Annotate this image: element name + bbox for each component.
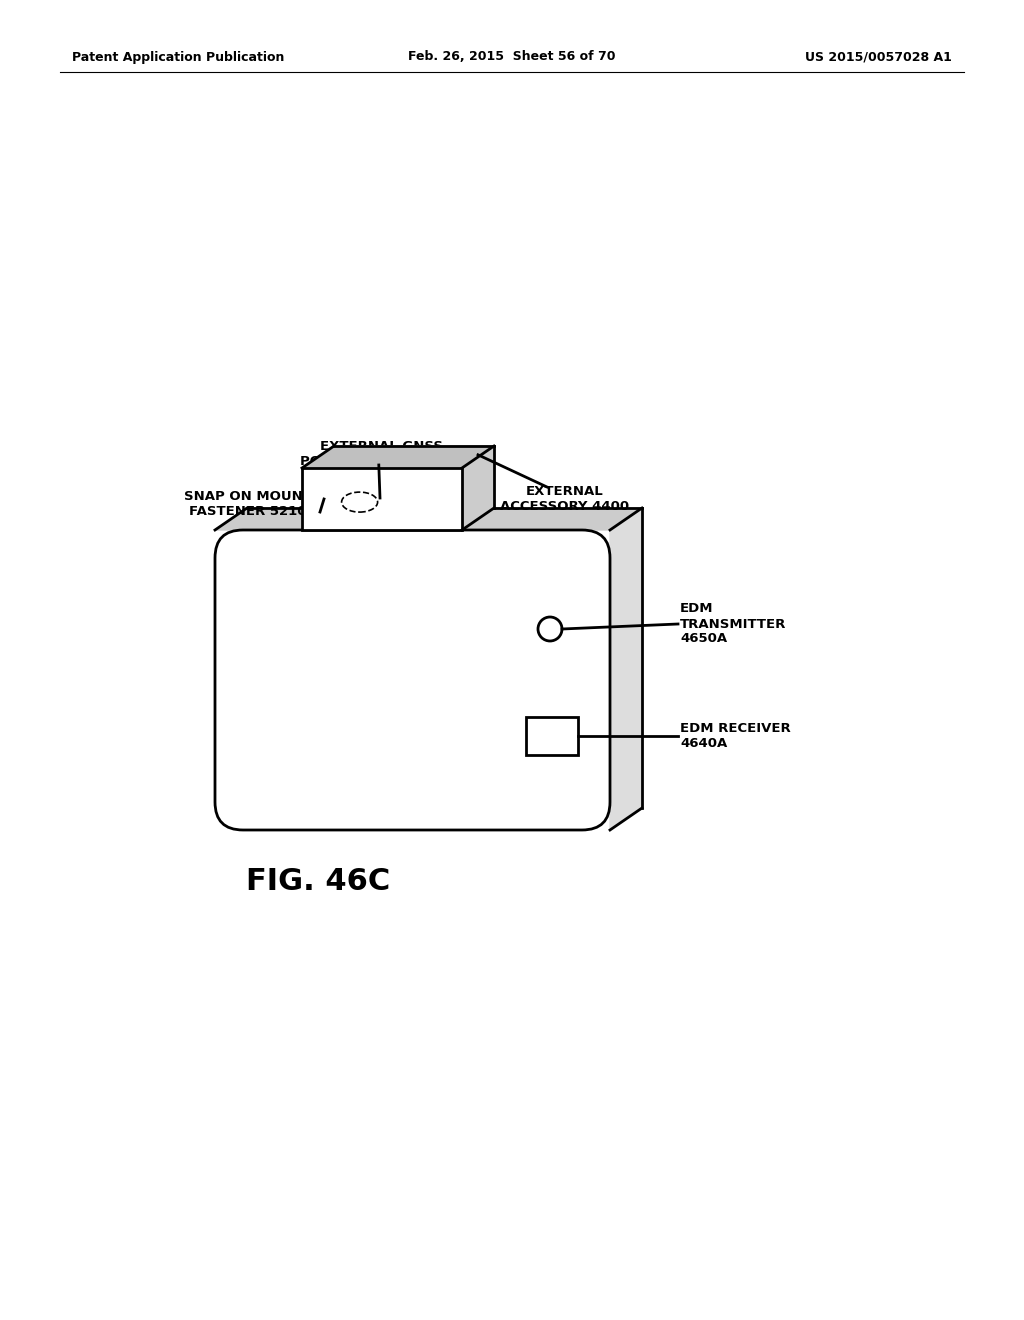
Text: Feb. 26, 2015  Sheet 56 of 70: Feb. 26, 2015 Sheet 56 of 70 — [409, 50, 615, 63]
Text: EXTERNAL
ACCESSORY 4400: EXTERNAL ACCESSORY 4400 — [501, 484, 630, 513]
Bar — [302, 469, 462, 531]
Text: EDM
TRANSMITTER
4650A: EDM TRANSMITTER 4650A — [680, 602, 786, 645]
Text: EXTERNAL GNSS
POSITIONING SYSTEM
3750: EXTERNAL GNSS POSITIONING SYSTEM 3750 — [300, 440, 464, 483]
Text: SNAP ON MOUNT
FASTENER 5210: SNAP ON MOUNT FASTENER 5210 — [184, 490, 312, 517]
FancyBboxPatch shape — [215, 531, 610, 830]
Bar — [526, 717, 578, 755]
Text: EDM RECEIVER
4640A: EDM RECEIVER 4640A — [680, 722, 791, 750]
Polygon shape — [302, 446, 494, 469]
Text: Patent Application Publication: Patent Application Publication — [72, 50, 285, 63]
Text: FIG. 46C: FIG. 46C — [246, 867, 390, 896]
Polygon shape — [610, 508, 642, 830]
Circle shape — [538, 616, 562, 642]
Polygon shape — [462, 446, 494, 531]
Text: US 2015/0057028 A1: US 2015/0057028 A1 — [805, 50, 952, 63]
Polygon shape — [215, 508, 642, 531]
